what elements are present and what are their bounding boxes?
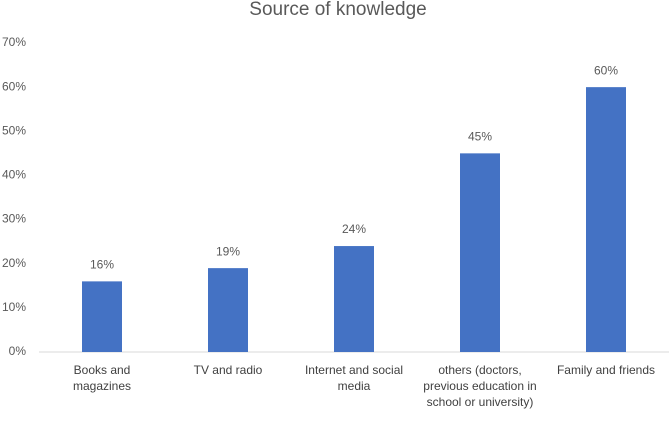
chart-title: Source of knowledge xyxy=(249,0,426,20)
bar xyxy=(460,153,500,352)
y-tick-label: 20% xyxy=(2,256,26,270)
y-tick-label: 40% xyxy=(2,168,26,182)
y-tick-label: 50% xyxy=(2,123,26,137)
x-tick-label: Internet and social media xyxy=(304,363,404,393)
bar xyxy=(334,246,374,352)
x-tick-label: Books and magazines xyxy=(72,363,132,393)
y-tick-label: 10% xyxy=(2,300,26,314)
bar xyxy=(208,268,248,352)
value-label: 24% xyxy=(342,222,366,236)
x-tick-label: TV and radio xyxy=(193,363,263,377)
x-tick-label: others (doctors, previous education in s… xyxy=(423,363,537,409)
value-label: 19% xyxy=(216,244,240,258)
y-tick-label: 30% xyxy=(2,212,26,226)
x-tick-label: Family and friends xyxy=(556,363,656,377)
value-label: 45% xyxy=(468,130,492,144)
y-tick-label: 70% xyxy=(2,35,26,49)
value-label: 60% xyxy=(594,63,618,77)
bar xyxy=(586,87,626,353)
bar xyxy=(82,281,122,352)
y-tick-label: 60% xyxy=(2,79,26,93)
y-tick-label: 0% xyxy=(9,344,27,358)
value-label: 16% xyxy=(90,258,114,272)
